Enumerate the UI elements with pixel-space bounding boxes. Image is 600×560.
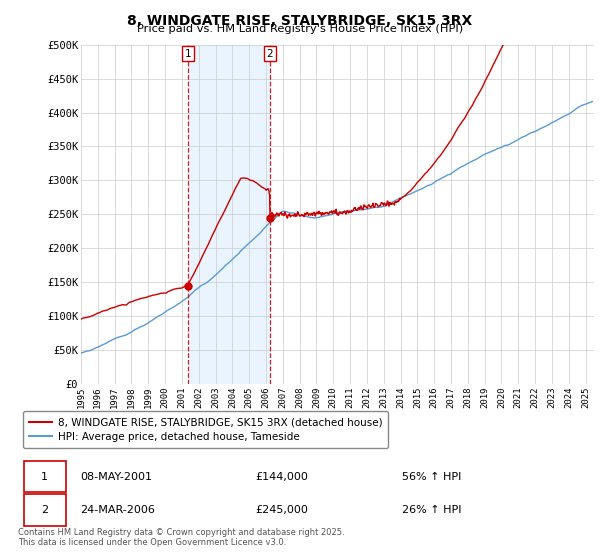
Legend: 8, WINDGATE RISE, STALYBRIDGE, SK15 3RX (detached house), HPI: Average price, de: 8, WINDGATE RISE, STALYBRIDGE, SK15 3RX … [23, 411, 388, 448]
Text: 2: 2 [266, 49, 273, 59]
Text: 26% ↑ HPI: 26% ↑ HPI [401, 505, 461, 515]
Text: 1: 1 [185, 49, 191, 59]
Text: 8, WINDGATE RISE, STALYBRIDGE, SK15 3RX: 8, WINDGATE RISE, STALYBRIDGE, SK15 3RX [127, 14, 473, 28]
Text: 2: 2 [41, 505, 49, 515]
Text: 24-MAR-2006: 24-MAR-2006 [80, 505, 155, 515]
Bar [188, 45, 270, 384]
FancyBboxPatch shape [23, 494, 66, 526]
Text: 08-MAY-2001: 08-MAY-2001 [80, 472, 152, 482]
FancyBboxPatch shape [23, 461, 66, 492]
Text: £144,000: £144,000 [255, 472, 308, 482]
Text: Contains HM Land Registry data © Crown copyright and database right 2025.
This d: Contains HM Land Registry data © Crown c… [18, 528, 344, 547]
Text: £245,000: £245,000 [255, 505, 308, 515]
Text: Price paid vs. HM Land Registry's House Price Index (HPI): Price paid vs. HM Land Registry's House … [137, 24, 463, 34]
Text: 1: 1 [41, 472, 48, 482]
Text: 56% ↑ HPI: 56% ↑ HPI [401, 472, 461, 482]
